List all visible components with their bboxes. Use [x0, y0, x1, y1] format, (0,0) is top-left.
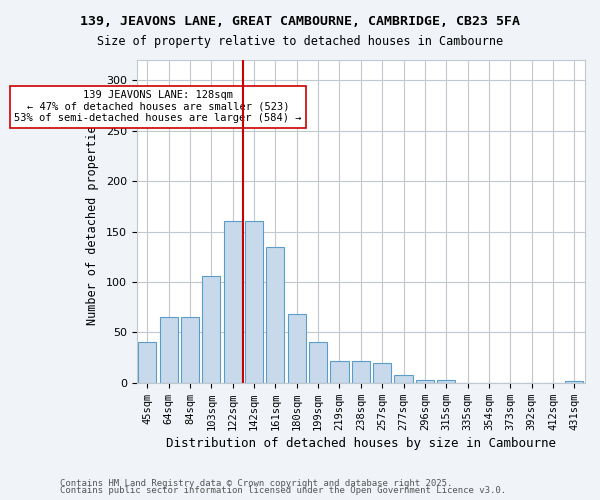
Y-axis label: Number of detached properties: Number of detached properties: [86, 118, 99, 324]
Text: Size of property relative to detached houses in Cambourne: Size of property relative to detached ho…: [97, 35, 503, 48]
Bar: [352, 360, 370, 383]
Bar: [224, 222, 242, 383]
Bar: [309, 342, 327, 383]
Bar: [437, 380, 455, 383]
Bar: [160, 318, 178, 383]
Text: 139 JEAVONS LANE: 128sqm
← 47% of detached houses are smaller (523)
53% of semi-: 139 JEAVONS LANE: 128sqm ← 47% of detach…: [14, 90, 302, 124]
Bar: [245, 222, 263, 383]
Text: Contains HM Land Registry data © Crown copyright and database right 2025.: Contains HM Land Registry data © Crown c…: [60, 478, 452, 488]
Bar: [416, 380, 434, 383]
Bar: [565, 381, 583, 383]
Text: 139, JEAVONS LANE, GREAT CAMBOURNE, CAMBRIDGE, CB23 5FA: 139, JEAVONS LANE, GREAT CAMBOURNE, CAMB…: [80, 15, 520, 28]
Bar: [138, 342, 157, 383]
Text: Contains public sector information licensed under the Open Government Licence v3: Contains public sector information licen…: [60, 486, 506, 495]
X-axis label: Distribution of detached houses by size in Cambourne: Distribution of detached houses by size …: [166, 437, 556, 450]
Bar: [331, 360, 349, 383]
Bar: [373, 362, 391, 383]
Bar: [181, 318, 199, 383]
Bar: [287, 314, 306, 383]
Bar: [202, 276, 220, 383]
Bar: [266, 246, 284, 383]
Bar: [394, 375, 413, 383]
